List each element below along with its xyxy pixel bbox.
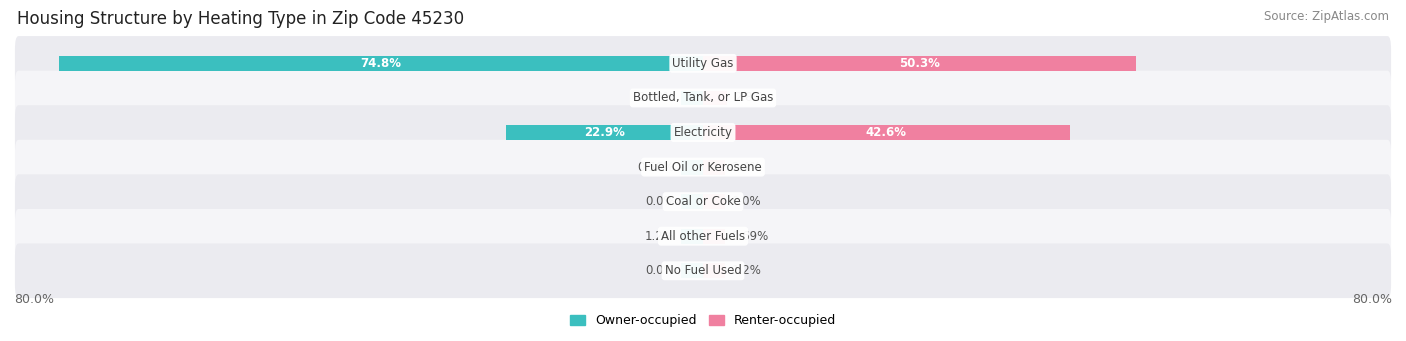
Text: Fuel Oil or Kerosene: Fuel Oil or Kerosene [644,161,762,174]
Text: Source: ZipAtlas.com: Source: ZipAtlas.com [1264,10,1389,23]
FancyBboxPatch shape [15,105,1391,160]
Text: Utility Gas: Utility Gas [672,57,734,70]
Text: 0.69%: 0.69% [731,230,769,243]
Text: 0.0%: 0.0% [645,195,675,208]
Text: 22.9%: 22.9% [583,126,624,139]
Bar [703,56,1136,71]
Bar [59,56,703,71]
Text: 50.3%: 50.3% [900,57,941,70]
Bar [703,160,724,175]
FancyBboxPatch shape [15,140,1391,194]
FancyBboxPatch shape [15,174,1391,229]
Bar [682,160,703,175]
Bar [703,194,724,209]
Text: 42.6%: 42.6% [866,126,907,139]
Bar [682,229,703,243]
Bar [703,229,724,243]
FancyBboxPatch shape [15,243,1391,298]
Bar [682,263,703,278]
Text: Electricity: Electricity [673,126,733,139]
Text: All other Fuels: All other Fuels [661,230,745,243]
Bar [703,91,727,105]
Text: 2.8%: 2.8% [734,91,763,104]
Text: 2.4%: 2.4% [731,161,761,174]
Bar [682,91,703,105]
Legend: Owner-occupied, Renter-occupied: Owner-occupied, Renter-occupied [565,309,841,332]
FancyBboxPatch shape [15,209,1391,264]
Text: 0.58%: 0.58% [637,91,675,104]
Text: 74.8%: 74.8% [360,57,402,70]
Bar [703,263,724,278]
Text: 1.2%: 1.2% [731,264,761,277]
Bar [682,194,703,209]
FancyBboxPatch shape [15,36,1391,91]
Text: No Fuel Used: No Fuel Used [665,264,741,277]
Text: Housing Structure by Heating Type in Zip Code 45230: Housing Structure by Heating Type in Zip… [17,10,464,28]
Text: 1.2%: 1.2% [645,230,675,243]
Text: 0.56%: 0.56% [637,161,675,174]
FancyBboxPatch shape [15,71,1391,125]
Text: Coal or Coke: Coal or Coke [665,195,741,208]
Text: 0.0%: 0.0% [731,195,761,208]
Text: Bottled, Tank, or LP Gas: Bottled, Tank, or LP Gas [633,91,773,104]
Text: 0.0%: 0.0% [645,264,675,277]
Text: 80.0%: 80.0% [1353,293,1392,306]
Text: 80.0%: 80.0% [14,293,53,306]
Bar [703,125,1070,140]
Bar [506,125,703,140]
